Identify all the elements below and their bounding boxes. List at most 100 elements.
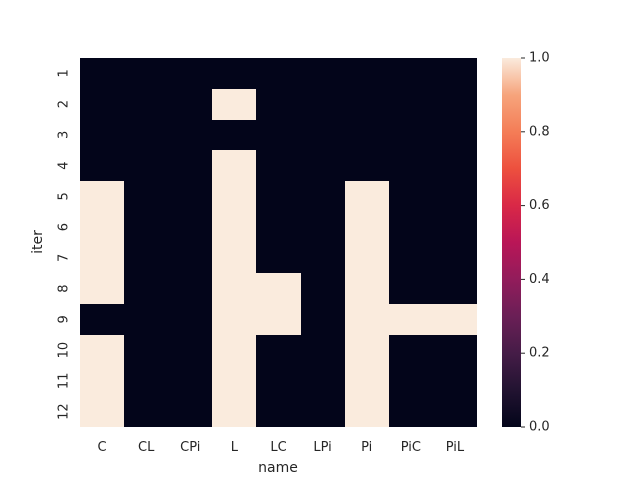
- heatmap-cell: [389, 150, 433, 181]
- heatmap-cell: [80, 273, 124, 304]
- heatmap-cell: [256, 304, 301, 335]
- heatmap-cell: [168, 396, 212, 427]
- heatmap-cell: [389, 366, 433, 396]
- heatmap-cell: [301, 243, 345, 273]
- heatmap-cell: [212, 396, 256, 427]
- heatmap-cell: [433, 89, 477, 120]
- heatmap-cell: [80, 181, 124, 212]
- heatmap-cell: [345, 366, 389, 396]
- heatmap-cell: [80, 212, 124, 243]
- heatmap-cell: [345, 181, 389, 212]
- heatmap-cell: [124, 212, 168, 243]
- heatmap-cell: [345, 212, 389, 243]
- heatmap-cell: [212, 243, 256, 273]
- heatmap-cell: [212, 120, 256, 150]
- heatmap-cell: [389, 58, 433, 89]
- heatmap-cell: [301, 366, 345, 396]
- y-tick-label: 5: [57, 192, 72, 200]
- x-tick-label: Pi: [361, 440, 372, 455]
- heatmap-cell: [389, 243, 433, 273]
- colorbar-tick-label: 1.0: [529, 51, 550, 66]
- heatmap-cell: [301, 335, 345, 366]
- heatmap-cell: [168, 304, 212, 335]
- x-tick-labels: C CL CPi L LC LPi Pi PiC PiL: [98, 440, 465, 455]
- heatmap-cell: [80, 304, 124, 335]
- heatmap-cell: [124, 396, 168, 427]
- heatmap-cell: [80, 150, 124, 181]
- y-tick-label: 10: [57, 342, 72, 359]
- y-axis-label: iter: [30, 230, 46, 254]
- colorbar-tick-label: 0.8: [529, 124, 550, 139]
- colorbar-tick-label: 0.2: [529, 346, 550, 361]
- heatmap-cell: [301, 58, 345, 89]
- heatmap-cell: [301, 212, 345, 243]
- heatmap-cell: [168, 366, 212, 396]
- heatmap-cell: [256, 366, 301, 396]
- heatmap-cell: [389, 120, 433, 150]
- heatmap-cell: [124, 181, 168, 212]
- heatmap-cell: [80, 120, 124, 150]
- y-tick-label: 2: [57, 100, 72, 108]
- x-tick-label: L: [231, 440, 239, 455]
- heatmap-cell: [168, 181, 212, 212]
- heatmap-cell: [389, 304, 433, 335]
- heatmap-cell: [433, 120, 477, 150]
- heatmap-cell: [345, 58, 389, 89]
- heatmap-cell: [433, 273, 477, 304]
- heatmap-cell: [389, 335, 433, 366]
- x-tick-label: LPi: [313, 440, 331, 455]
- heatmap-cell: [212, 273, 256, 304]
- x-axis-label: name: [258, 460, 298, 476]
- heatmap-cell: [124, 304, 168, 335]
- heatmap-cell: [124, 273, 168, 304]
- heatmap-cell: [212, 58, 256, 89]
- heatmap-cell: [256, 243, 301, 273]
- x-tick-label: CPi: [180, 440, 200, 455]
- heatmap-cell: [212, 304, 256, 335]
- heatmap-cell: [345, 396, 389, 427]
- heatmap-cell: [168, 212, 212, 243]
- heatmap-cell: [301, 181, 345, 212]
- y-tick-label: 4: [57, 161, 72, 169]
- heatmap-cell: [389, 89, 433, 120]
- heatmap-cell: [80, 335, 124, 366]
- heatmap-cell: [80, 89, 124, 120]
- heatmap-cell: [124, 366, 168, 396]
- heatmap-cell: [345, 304, 389, 335]
- heatmap-cell: [345, 89, 389, 120]
- heatmap-cell: [345, 150, 389, 181]
- x-tick-label: CL: [138, 440, 155, 455]
- x-tick-label: PiL: [446, 440, 465, 455]
- heatmap-cell: [256, 120, 301, 150]
- y-tick-label: 6: [57, 223, 72, 231]
- heatmap-cell: [124, 120, 168, 150]
- heatmap-cell: [345, 273, 389, 304]
- heatmap-cell: [256, 150, 301, 181]
- x-tick-label: C: [98, 440, 107, 455]
- heatmap-cell: [256, 212, 301, 243]
- heatmap-cell: [433, 396, 477, 427]
- y-tick-label: 3: [57, 131, 72, 139]
- heatmap-cell: [345, 335, 389, 366]
- y-tick-label: 1: [57, 69, 72, 77]
- heatmap-cell: [389, 273, 433, 304]
- heatmap-cell: [168, 335, 212, 366]
- heatmap-cell: [433, 212, 477, 243]
- heatmap-cell: [345, 120, 389, 150]
- heatmap-cell: [301, 396, 345, 427]
- colorbar-tick-label: 0.4: [529, 272, 550, 287]
- heatmap-cell: [124, 89, 168, 120]
- heatmap-cell: [168, 89, 212, 120]
- heatmap-cell: [124, 243, 168, 273]
- heatmap-cell: [433, 181, 477, 212]
- heatmap-cell: [124, 335, 168, 366]
- heatmap-cell: [212, 335, 256, 366]
- heatmap-cell: [212, 366, 256, 396]
- colorbar: [502, 58, 521, 427]
- heatmap-cell: [256, 335, 301, 366]
- heatmap-cell: [433, 335, 477, 366]
- heatmap-cell: [433, 243, 477, 273]
- y-tick-label: 9: [57, 315, 72, 323]
- colorbar-tick-labels: 0.0 0.2 0.4 0.6 0.8 1.0: [521, 51, 550, 435]
- heatmap-cell: [433, 304, 477, 335]
